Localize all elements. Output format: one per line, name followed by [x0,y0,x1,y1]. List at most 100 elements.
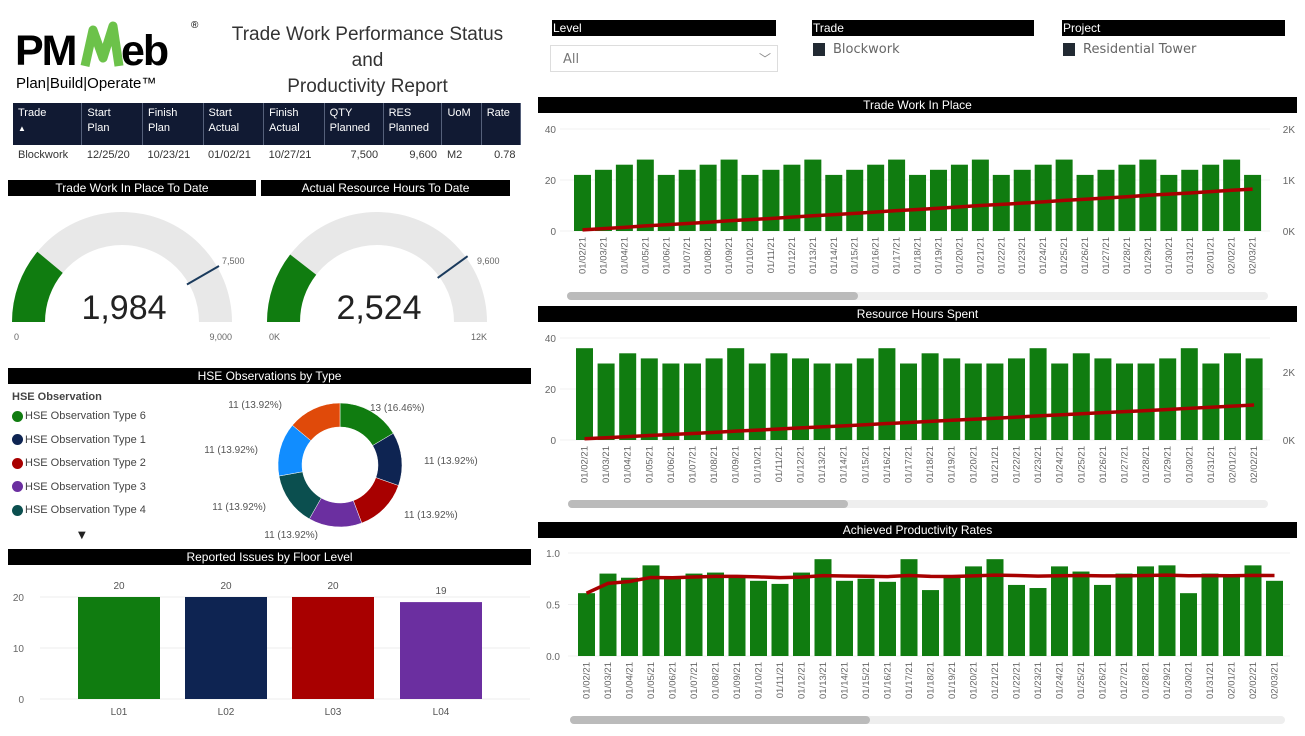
table-cell: 0.78 [494,149,516,161]
column-header-uom[interactable]: UoM [441,103,482,145]
donut-data-label: 11 (13.92%) [404,510,458,521]
x-axis-label: 01/22/21 [1012,446,1023,483]
donut-data-label: 11 (13.92%) [212,502,266,513]
bar [971,159,989,231]
x-axis-label: 01/15/21 [860,446,871,483]
y2-axis-tick: 2K [1283,368,1296,379]
bar [922,590,939,656]
x-axis-label: 02/01/21 [1227,662,1238,699]
x-axis-label: L01 [111,707,128,718]
x-axis-label: 01/26/21 [1098,446,1109,483]
level-dropdown[interactable]: All ﹀ [550,45,778,72]
checkbox-icon[interactable] [1063,43,1075,56]
column-header-label: Plan [87,122,110,134]
resource-hours-scrollbar[interactable] [568,500,1268,508]
x-axis-label: 01/12/21 [796,446,807,483]
bar [699,164,717,231]
column-header-start[interactable]: Start Plan [81,103,143,145]
column-header-res[interactable]: RES Planned [383,103,443,145]
trade-filter-option[interactable]: Blockwork [813,42,900,57]
x-axis-label: 01/06/21 [666,446,677,483]
gauge-title-hours: Actual Resource Hours To Date [261,180,510,196]
donut-data-label: 11 (13.92%) [264,530,318,541]
bar [879,581,896,656]
bar [684,363,701,440]
legend-item[interactable]: HSE Observation Type 6 [12,410,146,422]
trade-wip-scrollbar[interactable] [567,292,1268,300]
bar [1202,164,1220,231]
table-body: Blockwork 12/25/20 10/23/21 01/02/21 10/27/2… [13,145,521,165]
y2-axis-tick: 1K [1283,176,1296,187]
x-axis-label: 01/29/21 [1163,446,1174,483]
x-axis-label: 01/15/21 [861,662,872,699]
scrollbar-thumb[interactable] [570,716,870,724]
x-axis-label: 01/23/21 [1033,662,1044,699]
x-axis-label: 01/08/21 [703,237,714,274]
bar [986,559,1004,656]
level-filter-label: Level [552,20,776,36]
legend-item[interactable]: HSE Observation Type 3 [12,481,146,493]
y-axis-tick: 0 [18,695,24,706]
legend-label: HSE Observation Type 4 [25,504,146,516]
x-axis-label: 01/05/21 [646,662,657,699]
bar [642,565,660,656]
trend-line [582,187,1253,232]
y-axis-tick: 0 [550,436,556,447]
gauge-target-label: 7,500 [222,256,245,266]
legend-dot-icon [12,481,23,492]
bar [762,169,780,231]
x-axis-label: 01/25/21 [1076,446,1087,483]
bar [943,358,961,440]
bar [748,363,766,440]
chevron-down-icon[interactable]: ﹀ [758,52,771,66]
legend-dot-icon [12,457,23,469]
bar [1013,169,1031,231]
scrollbar-thumb[interactable] [567,292,858,300]
trade-option-label: Blockwork [833,42,900,57]
column-header-finish[interactable]: Finish Plan [142,103,204,145]
gauge-target-marker [437,255,469,279]
x-axis-label: 01/25/21 [1059,237,1070,274]
x-axis-label: 01/21/21 [990,662,1001,699]
column-header-trade[interactable]: Trade ▲ [13,103,83,145]
x-axis-label: 01/23/21 [1033,446,1044,483]
column-header-label: Trade [18,107,47,119]
x-axis-label: L03 [325,707,342,718]
column-header-finish[interactable]: Finish Actual [263,103,325,145]
x-axis-label: 01/16/21 [871,237,882,274]
x-axis-label: 01/07/21 [689,662,700,699]
x-axis-label: 01/27/21 [1120,446,1131,483]
x-axis-label: 01/14/21 [829,237,840,274]
title-line-1: Trade Work Performance Status and [231,24,504,71]
x-axis-label: 01/28/21 [1122,237,1133,274]
column-header-start[interactable]: Start Actual [203,103,265,145]
bar [900,363,917,440]
bar [878,348,896,440]
legend-item[interactable]: HSE Observation Type 4 [12,504,146,516]
x-axis-label: 01/11/21 [774,446,785,482]
project-filter-option[interactable]: Residential Tower [1063,42,1196,57]
table-cell: 10/23/21 [147,149,191,161]
scrollbar-thumb[interactable] [568,500,848,508]
x-axis-label: 01/10/21 [745,237,756,274]
column-header-rate[interactable]: Rate [481,103,522,145]
column-header-qty[interactable]: QTY Planned [324,103,384,145]
x-axis-label: 01/02/21 [580,446,591,483]
table-row[interactable]: Blockwork 12/25/20 10/23/21 01/02/21 10/27/2… [13,145,521,165]
legend-item[interactable]: HSE Observation Type 1 [12,434,146,446]
x-axis-label: 01/19/21 [947,662,958,699]
checkbox-icon[interactable] [813,43,825,56]
bar [720,159,738,231]
bar [728,576,746,656]
bar [950,164,968,231]
legend-more-arrow-icon[interactable]: ▼ [78,530,86,541]
y-axis-tick: 0.0 [546,652,560,663]
x-axis-label: 01/14/21 [839,446,850,483]
legend-item[interactable]: HSE Observation Type 2 [12,457,146,469]
trend-line [584,403,1255,441]
gauge-value: 1,984 [81,289,166,327]
bar [1094,358,1112,440]
x-axis-label: 01/12/21 [797,662,808,699]
productivity-scrollbar[interactable] [570,716,1285,724]
